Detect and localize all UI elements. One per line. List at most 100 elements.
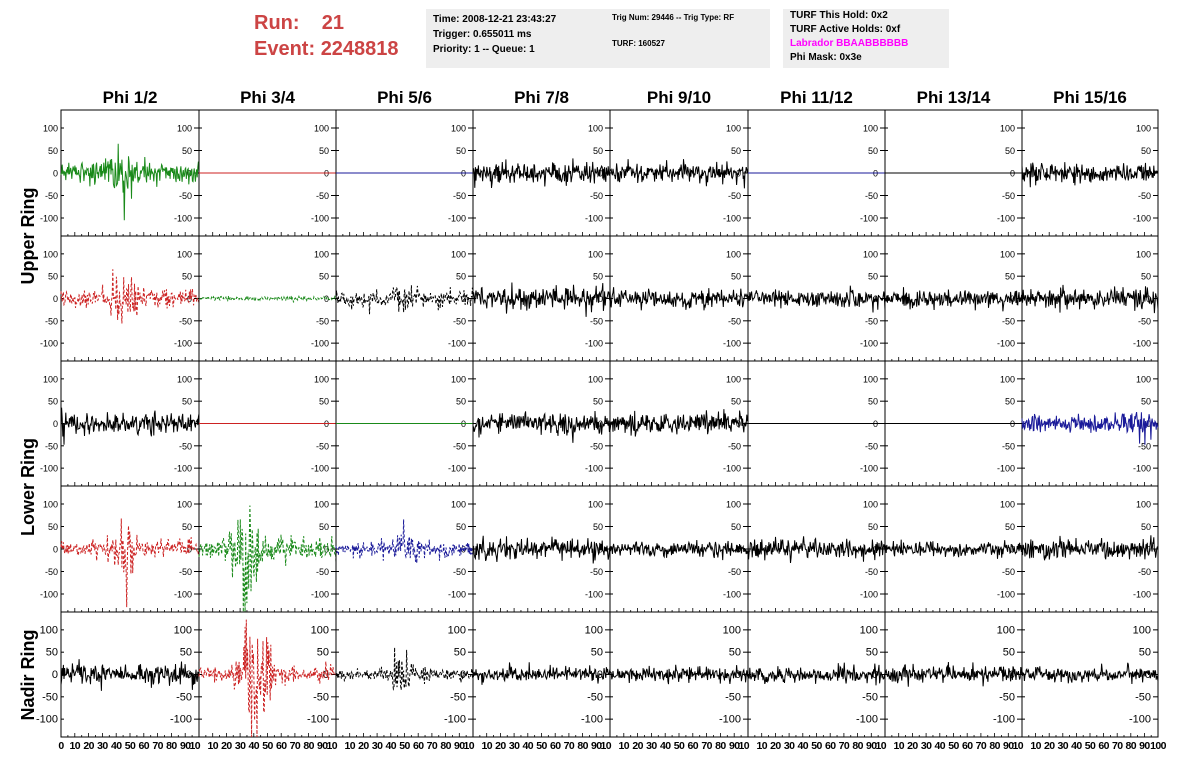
trigger-text: Trigger: 0.655011 ms <box>433 29 532 40</box>
y-tick-label: -100 <box>723 464 741 474</box>
waveform-trace <box>609 409 749 437</box>
waveform-trace <box>1021 162 1159 188</box>
y-tick-label: 0 <box>461 294 466 304</box>
x-tick-label: 10 <box>756 740 767 752</box>
y-tick-label: 50 <box>456 397 466 407</box>
y-tick-label: -50 <box>316 441 329 451</box>
y-tick-label: 100 <box>314 374 329 384</box>
y-tick-label: -50 <box>179 191 192 201</box>
y-tick-label: 100 <box>863 500 878 510</box>
x-tick-label: 10 <box>464 740 475 752</box>
x-tick-label: 60 <box>688 740 699 752</box>
waveform-panel: 100 100 50 50 0 0 -50 -50 -100 -100 <box>40 360 200 487</box>
labrador-text: Labrador BBAABBBBBB <box>790 38 909 49</box>
y-tick-label: -100 <box>174 214 192 224</box>
waveform-trace <box>60 659 200 691</box>
waveform-trace <box>472 282 611 317</box>
y-tick-label: -100 <box>40 214 58 224</box>
y-tick-label: 50 <box>731 272 741 282</box>
y-tick-label: 0 <box>1146 545 1151 555</box>
y-tick-label: 100 <box>314 500 329 510</box>
y-tick-label: -50 <box>865 191 878 201</box>
y-tick-label: 0 <box>52 669 58 681</box>
y-tick-label: 50 <box>48 272 58 282</box>
x-tick-label: 20 <box>83 740 94 752</box>
y-tick-label: 100 <box>177 249 192 259</box>
y-tick-label: 0 <box>324 545 329 555</box>
x-tick-label: 60 <box>825 740 836 752</box>
y-tick-label: 50 <box>456 146 466 156</box>
x-tick-label: 30 <box>921 740 932 752</box>
waveform-trace <box>198 505 337 613</box>
y-tick-label: -50 <box>45 191 58 201</box>
waveform-trace <box>884 287 1023 312</box>
y-tick-label: 100 <box>1136 124 1151 134</box>
y-tick-label: 50 <box>46 647 58 659</box>
y-tick-label: 0 <box>597 669 603 681</box>
y-tick-label: -100 <box>174 590 192 600</box>
x-tick-label: 60 <box>139 740 150 752</box>
y-tick-label: -50 <box>1138 441 1151 451</box>
turf-info-box: TURF This Hold: 0x2 TURF Active Holds: 0… <box>783 9 949 68</box>
turf-text: TURF: 160527 <box>612 39 665 48</box>
column-header: Phi 15/16 <box>1053 88 1127 107</box>
y-tick-label: 50 <box>182 522 192 532</box>
y-tick-label: 50 <box>456 272 466 282</box>
x-tick-label: 90 <box>180 740 191 752</box>
y-tick-label: -100 <box>997 590 1015 600</box>
waveform-trace <box>884 661 1023 687</box>
y-tick-label: 0 <box>872 669 878 681</box>
y-tick-label: 100 <box>863 124 878 134</box>
y-tick-label: -50 <box>1135 691 1151 703</box>
y-tick-label: -100 <box>307 714 329 726</box>
x-tick-label: 70 <box>1112 740 1123 752</box>
y-tick-label: -50 <box>999 691 1015 703</box>
waveform-trace <box>60 269 200 324</box>
y-tick-label: -50 <box>1002 441 1015 451</box>
x-tick-label: 30 <box>784 740 795 752</box>
y-tick-label: 100 <box>177 500 192 510</box>
y-tick-label: 100 <box>311 624 329 636</box>
y-tick-label: 50 <box>593 522 603 532</box>
y-tick-label: 50 <box>868 397 878 407</box>
waveform-trace <box>747 285 886 313</box>
x-tick-label: 50 <box>811 740 822 752</box>
y-tick-label: 50 <box>1139 647 1151 659</box>
y-tick-label: 100 <box>451 124 466 134</box>
y-tick-label: -100 <box>997 214 1015 224</box>
waveform-trace <box>335 285 474 315</box>
y-tick-label: -100 <box>723 214 741 224</box>
waveform-trace <box>335 519 474 564</box>
y-tick-label: 0 <box>187 545 192 555</box>
y-tick-label: 100 <box>451 500 466 510</box>
x-tick-label: 10 <box>619 740 630 752</box>
column-header: Phi 3/4 <box>240 88 295 107</box>
y-tick-label: -100 <box>719 714 741 726</box>
y-tick-label: 50 <box>1141 146 1151 156</box>
y-tick-label: 100 <box>1136 249 1151 259</box>
y-tick-label: 0 <box>736 294 741 304</box>
y-tick-label: 50 <box>731 146 741 156</box>
y-tick-label: 100 <box>43 374 58 384</box>
y-tick-label: -50 <box>45 441 58 451</box>
x-tick-label: 10 <box>190 740 201 752</box>
y-tick-label: 100 <box>177 124 192 134</box>
y-tick-label: -100 <box>40 590 58 600</box>
y-tick-label: -100 <box>581 714 603 726</box>
x-tick-label: 50 <box>536 740 547 752</box>
y-tick-label: -50 <box>725 691 741 703</box>
y-tick-label: -50 <box>45 316 58 326</box>
y-tick-label: 50 <box>182 146 192 156</box>
y-tick-label: -100 <box>585 464 603 474</box>
y-tick-label: -100 <box>856 714 878 726</box>
run-label-text: Run: <box>254 12 300 34</box>
